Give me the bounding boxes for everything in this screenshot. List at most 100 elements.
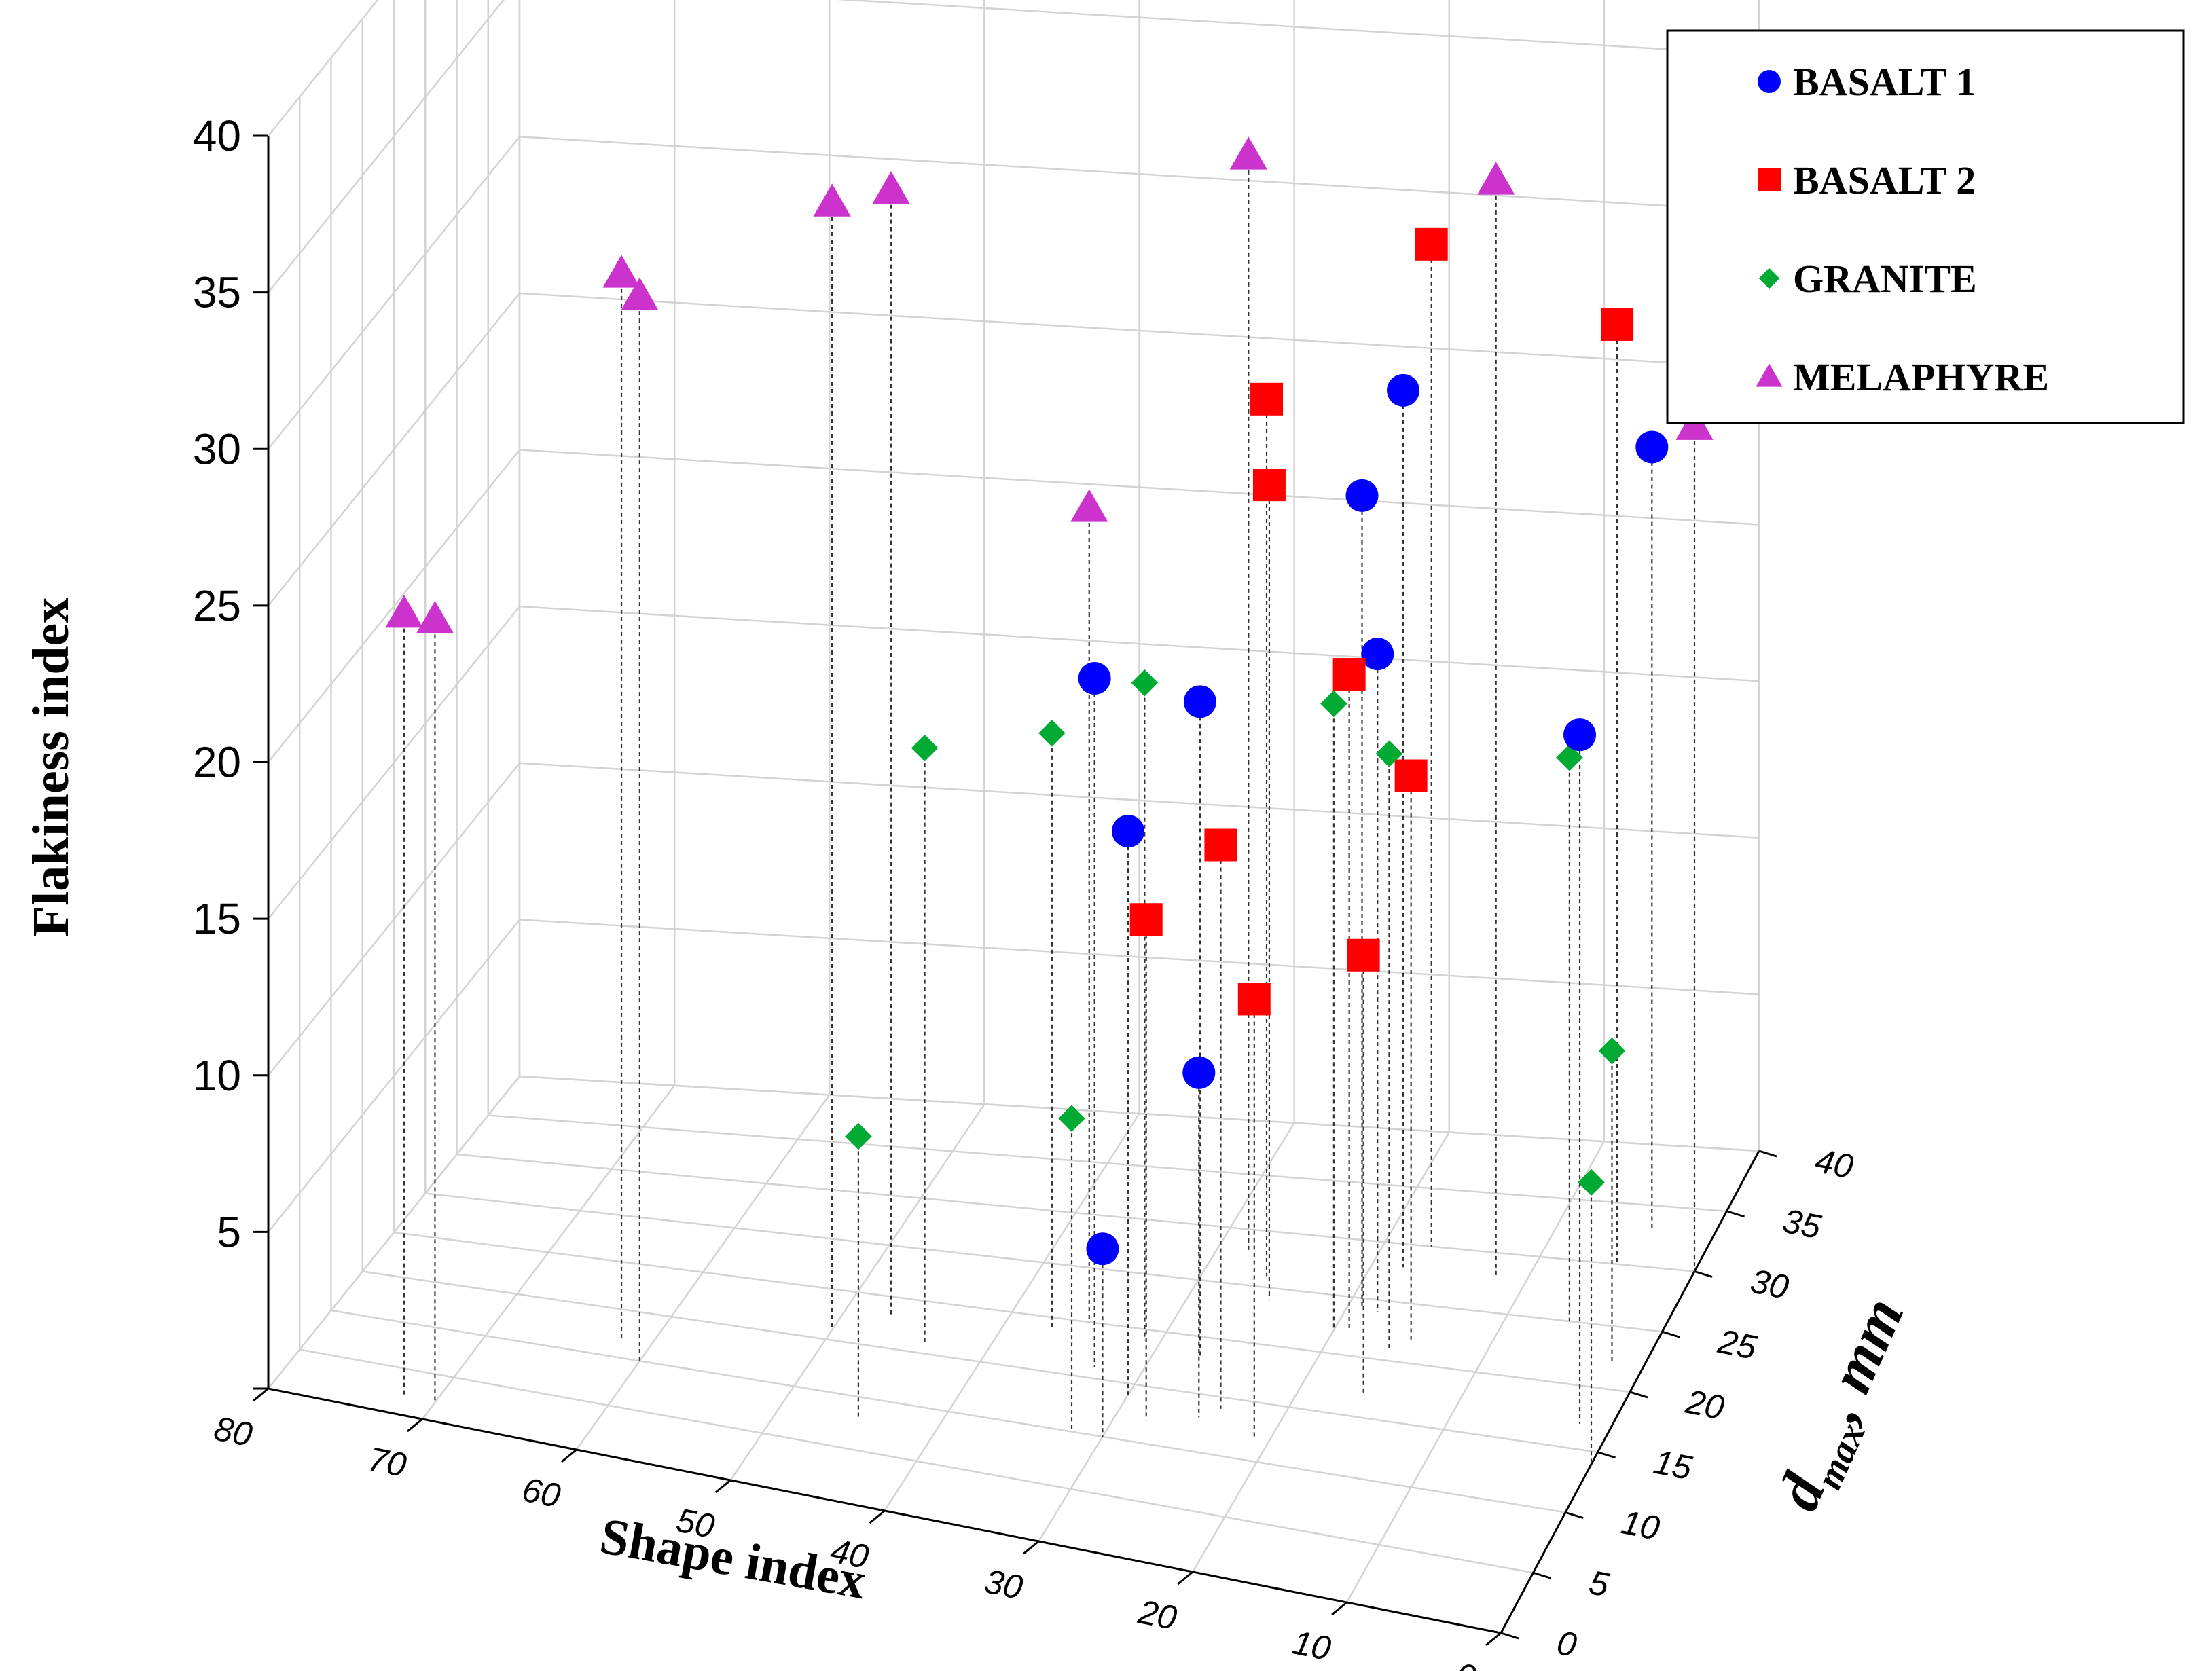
legend-marker-granite — [1758, 268, 1780, 289]
point-basalt-2 — [1394, 759, 1428, 792]
point-basalt-1 — [1078, 662, 1111, 695]
point-melaphyre — [1477, 162, 1515, 195]
x-axis-tick — [560, 1448, 577, 1463]
point-melaphyre — [1229, 136, 1267, 170]
x-tick-label: 30 — [981, 1562, 1026, 1606]
x-tick-label: 0 — [1453, 1655, 1479, 1671]
svg-text:dmax, mm: dmax, mm — [1764, 1288, 1925, 1524]
x-tick-label: 80 — [211, 1409, 256, 1454]
floor-grid-line-y — [456, 1153, 1695, 1272]
left-wall-grid-horizontal — [268, 762, 520, 1076]
legend-label-granite: GRANITE — [1793, 257, 1977, 301]
floor-grid-line-y — [362, 1270, 1598, 1453]
x-tick-label: 50 — [673, 1501, 718, 1545]
point-melaphyre — [416, 600, 454, 634]
y-axis-tick — [1694, 1270, 1713, 1278]
x-axis-tick — [253, 1387, 269, 1402]
point-granite — [845, 1122, 872, 1150]
y-tick-label: 30 — [1747, 1262, 1792, 1306]
z-tick-label: 20 — [193, 738, 241, 787]
x-axis-tick — [1023, 1540, 1040, 1555]
left-wall-grid-horizontal — [268, 919, 520, 1233]
left-wall-grid-horizontal — [268, 449, 520, 763]
floor-grid-line-y — [488, 1114, 1727, 1212]
point-melaphyre — [872, 170, 910, 204]
point-melaphyre — [621, 277, 659, 310]
floor-grid-line-y — [393, 1231, 1631, 1393]
z-axis-title: Flakiness index — [22, 598, 79, 937]
left-wall-grid-horizontal — [268, 0, 379, 136]
x-axis-tick — [1177, 1571, 1194, 1585]
point-basalt-2 — [1415, 227, 1448, 261]
x-axis-tick — [1331, 1601, 1348, 1616]
left-wall-grid-horizontal — [268, 1076, 520, 1389]
z-tick-label: 10 — [193, 1051, 241, 1100]
left-wall-grid-horizontal — [268, 0, 505, 293]
back-wall-grid-horizontal — [519, 449, 1760, 526]
legend-marker-basalt-2 — [1758, 168, 1781, 191]
point-basalt-2 — [1237, 983, 1271, 1016]
legend-frame — [1666, 29, 2185, 424]
point-granite — [1375, 740, 1403, 767]
point-melaphyre — [602, 255, 640, 288]
point-basalt-2 — [1252, 469, 1286, 502]
point-basalt-2 — [1347, 938, 1380, 972]
y-tick-label: 0 — [1554, 1623, 1580, 1664]
y-axis-tick — [1758, 1150, 1777, 1158]
legend-label-basalt-1: BASALT 1 — [1793, 60, 1976, 104]
y-axis-title: dmax, mm — [1764, 1288, 1925, 1524]
floor-grid-line-y — [331, 1309, 1566, 1513]
x-axis-title: Shape index — [596, 1507, 871, 1610]
point-basalt-1 — [1563, 718, 1597, 752]
y-tick-label: 20 — [1682, 1382, 1728, 1427]
point-basalt-2 — [1129, 903, 1163, 936]
x-tick-label: 10 — [1290, 1623, 1335, 1668]
x-tick-label: 70 — [365, 1439, 410, 1484]
z-tick-label: 5 — [217, 1207, 241, 1256]
legend-label-melaphyre: MELAPHYRE — [1793, 355, 2049, 399]
data-points — [385, 136, 1714, 1266]
back-wall-grid-horizontal — [519, 605, 1760, 682]
y-tick-label: 35 — [1779, 1202, 1824, 1247]
x-axis-tick — [406, 1418, 423, 1433]
drop-lines — [403, 155, 1696, 1465]
back-wall-grid-horizontal — [519, 919, 1760, 995]
x-axis-tick — [714, 1479, 731, 1494]
y-tick-label: 5 — [1586, 1563, 1612, 1604]
point-granite — [1131, 669, 1159, 697]
point-basalt-1 — [1086, 1232, 1119, 1266]
point-basalt-2 — [1204, 828, 1237, 862]
tick-labels: 5101520253035408070605040302010005101520… — [193, 111, 1857, 1671]
y-axis-tick — [1597, 1451, 1616, 1459]
point-basalt-1 — [1387, 373, 1420, 407]
y-tick-label: 15 — [1650, 1443, 1695, 1488]
y-axis-tick — [1662, 1330, 1680, 1338]
point-melaphyre — [1070, 489, 1108, 522]
point-basalt-1 — [1182, 1056, 1216, 1089]
point-basalt-1 — [1112, 815, 1145, 848]
y-axis-tick — [1500, 1632, 1519, 1640]
y-axis-tick — [1533, 1571, 1551, 1579]
point-basalt-2 — [1601, 308, 1634, 341]
point-basalt-1 — [1635, 430, 1669, 464]
z-tick-label: 15 — [193, 894, 241, 943]
y-tick-label: 10 — [1618, 1503, 1663, 1547]
back-wall-grid-horizontal — [519, 762, 1760, 839]
point-granite — [1058, 1105, 1085, 1133]
legend-marker-melaphyre — [1756, 363, 1783, 387]
point-melaphyre — [385, 595, 423, 628]
point-basalt-1 — [1183, 685, 1216, 718]
left-wall-grid-horizontal — [268, 606, 520, 919]
z-tick-label: 25 — [193, 581, 241, 630]
z-tick-label: 30 — [193, 424, 241, 473]
floor-grid-line-y — [425, 1192, 1663, 1333]
axes — [253, 134, 1777, 1647]
y-axis-tick — [1726, 1210, 1745, 1218]
grid-lines — [267, 0, 1760, 1634]
floor-grid-line-y — [300, 1348, 1534, 1574]
point-granite — [1556, 743, 1583, 771]
point-melaphyre — [813, 183, 851, 217]
y-axis-tick — [1565, 1511, 1584, 1519]
point-basalt-1 — [1345, 479, 1379, 512]
